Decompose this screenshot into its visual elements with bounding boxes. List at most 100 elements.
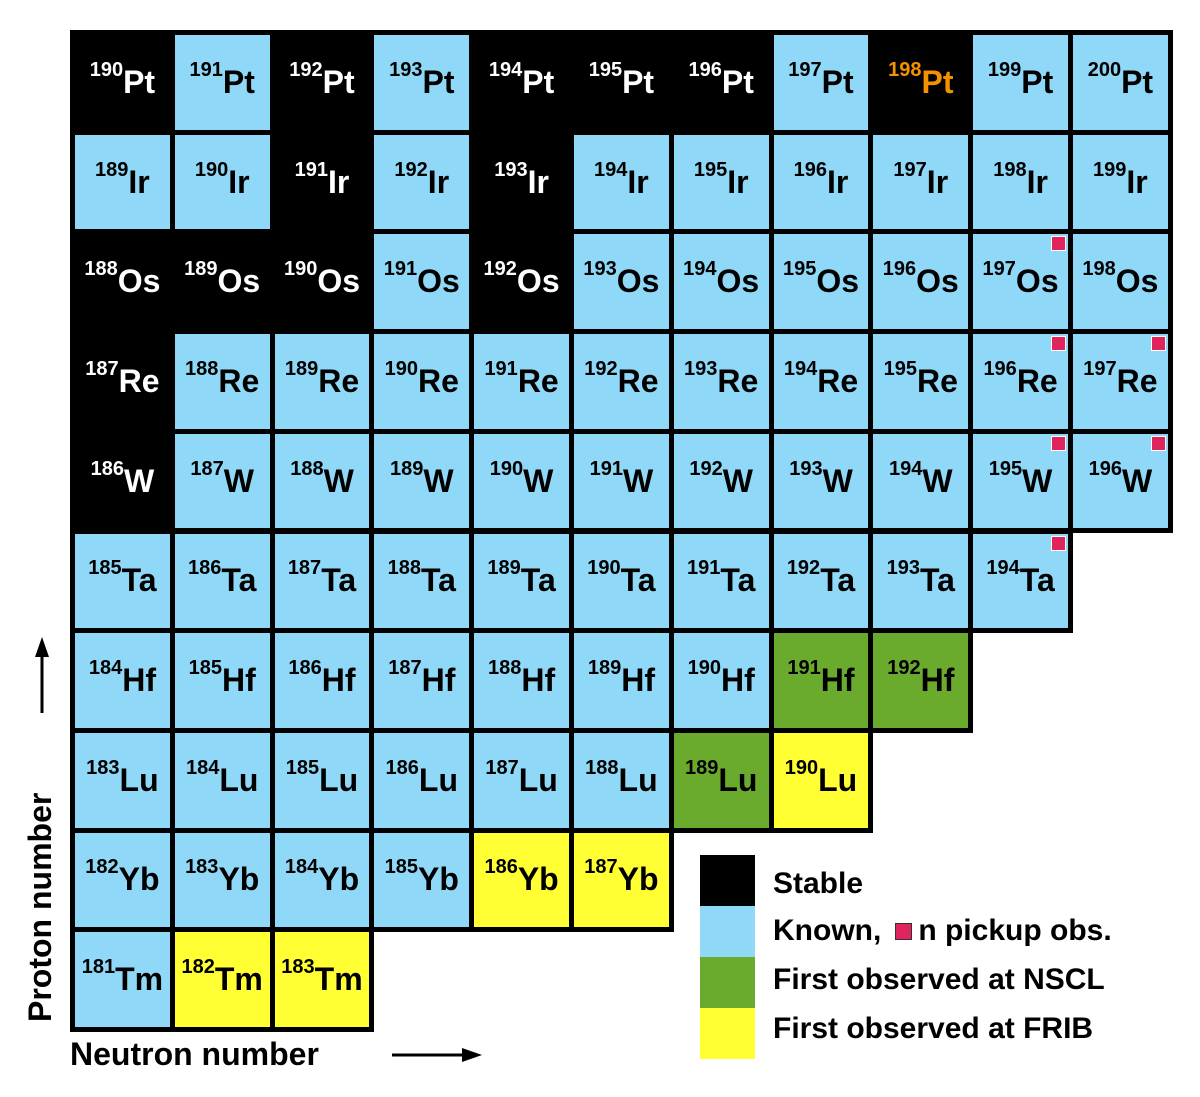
nuclide-fill: 193 Os (574, 234, 669, 330)
element-symbol: Ir (427, 163, 450, 200)
nuclide-fill: 193 Ta (873, 533, 969, 629)
nuclide-cell: 182 Yb (70, 827, 175, 933)
nuclide-cell: 188 Lu (569, 727, 674, 833)
nuclide-cell: 184 Hf (70, 628, 175, 733)
element-symbol: Pt (721, 63, 754, 100)
mass-number: 191 (589, 457, 623, 480)
element-symbol: Ir (328, 163, 350, 200)
nuclide-fill: 192 Pt (274, 35, 370, 130)
nuclide-cell: 192 Ta (768, 528, 874, 634)
element-symbol: Hf (222, 662, 256, 699)
element-symbol: Pt (921, 63, 954, 100)
mass-number: 187 (485, 756, 519, 779)
legend-label: Stable (773, 867, 864, 900)
element-symbol: Hf (721, 662, 755, 699)
nuclide-fill: 188 W (274, 433, 370, 529)
pickup-marker (1150, 336, 1166, 352)
nuclide-fill: 195 W (973, 433, 1068, 529)
element-symbol: W (323, 462, 354, 499)
nuclide-fill: 189 Re (274, 334, 370, 429)
mass-number: 184 (185, 756, 220, 779)
nuclide-fill: 183 Lu (75, 732, 170, 828)
nuclide-cell: 194 Ta (968, 528, 1073, 634)
element-symbol: Ta (919, 562, 955, 599)
mass-number: 195 (588, 58, 623, 81)
mass-number: 185 (188, 657, 222, 680)
nuclide-cell: 194 Re (768, 329, 874, 434)
nuclide-fill: 192 W (673, 433, 769, 529)
mass-number: 189 (95, 158, 129, 181)
element-symbol: Ir (727, 163, 749, 200)
mass-number: 185 (384, 856, 419, 879)
nuclide-cell: 192 Hf (868, 628, 974, 733)
mass-number: 199 (987, 58, 1022, 81)
nuclide-fill: 194 W (873, 433, 969, 529)
nuclide-fill: 186 Ta (174, 533, 270, 629)
nuclide-fill: 185 Hf (174, 633, 270, 728)
nuclide-fill: 185 Lu (274, 732, 370, 828)
legend-label: First observed at FRIB (773, 1012, 1094, 1045)
nuclide-cell: 199 Pt (968, 30, 1073, 135)
element-symbol: Yb (617, 861, 659, 898)
element-symbol: W (722, 462, 753, 499)
nuclide-fill: 192 Ta (773, 533, 869, 629)
element-symbol: Os (916, 263, 959, 300)
element-symbol: Re (517, 362, 559, 399)
pickup-marker (1050, 435, 1066, 451)
element-symbol: W (1022, 462, 1053, 499)
nuclide-fill: 192 Ir (374, 134, 470, 230)
nuclide-fill: 187 Yb (574, 832, 669, 928)
nuclide-cell: 197 Pt (768, 30, 874, 135)
nuclide-fill: 191 Ir (274, 134, 370, 230)
nuclide-fill: 184 Yb (274, 832, 370, 928)
nuclide-cell: 189 Lu (668, 727, 774, 833)
nuclide-cell: 188 W (269, 428, 375, 534)
nuclide-fill: 189 Ta (474, 533, 569, 629)
nuclide-fill: 189 Os (174, 234, 270, 330)
element-symbol: Re (318, 362, 360, 399)
element-symbol: Re (717, 362, 759, 399)
nuclide-fill: 197 Ir (873, 134, 969, 230)
element-symbol: Ta (520, 562, 556, 599)
legend-swatch (700, 957, 755, 1008)
element-symbol: Lu (618, 761, 658, 798)
nuclide-cell: 194 Os (668, 229, 774, 335)
nuclide-fill: 192 Os (474, 234, 569, 330)
nuclide-fill: 182 Tm (174, 932, 270, 1027)
element-symbol: Pt (821, 63, 854, 100)
nuclide-fill: 197 Pt (773, 35, 869, 130)
element-symbol: Yb (218, 861, 260, 898)
element-symbol: Os (317, 263, 361, 300)
mass-number: 182 (181, 956, 215, 979)
nuclide-fill: 183 Yb (174, 832, 270, 928)
mass-number: 192 (394, 158, 428, 181)
element-symbol: Os (417, 263, 460, 300)
nuclide-fill: 197 Os (973, 234, 1068, 330)
mass-number: 189 (487, 557, 521, 580)
mass-number: 193 (886, 557, 920, 580)
element-symbol: Ir (1126, 163, 1148, 200)
nuclide-cell: 196 Re (968, 329, 1073, 434)
element-symbol: Lu (718, 761, 758, 798)
element-symbol: Hf (820, 662, 855, 699)
element-symbol: Lu (319, 761, 359, 798)
nuclide-fill: 198 Ir (973, 134, 1068, 230)
nuclide-cell: 184 Yb (269, 827, 375, 933)
element-symbol: W (223, 462, 254, 499)
element-symbol: Hf (321, 662, 356, 699)
mass-number: 186 (288, 657, 322, 680)
nuclide-cell: 195 Pt (569, 30, 674, 135)
element-symbol: Ir (128, 163, 150, 200)
nuclide-fill: 191 Re (474, 334, 569, 429)
mass-number: 195 (988, 457, 1023, 480)
element-symbol: Hf (920, 662, 955, 699)
nuclide-fill: 190 Re (374, 334, 470, 429)
nuclide-cell: 200 Pt (1068, 30, 1173, 135)
y-axis-title: Proton number (22, 793, 79, 1022)
nuclide-fill: 191 Pt (174, 35, 270, 130)
nuclide-fill: 189 Hf (574, 633, 669, 728)
element-symbol: W (922, 462, 953, 499)
legend-entry: Known, n pickup obs. (773, 914, 1112, 948)
nuclide-fill: 190 Lu (773, 732, 869, 828)
